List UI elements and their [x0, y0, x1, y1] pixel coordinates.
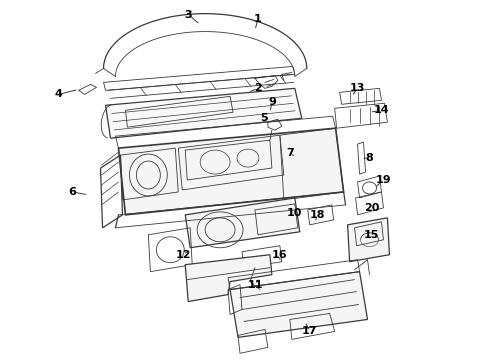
- Polygon shape: [230, 272, 368, 337]
- Text: 1: 1: [254, 14, 262, 24]
- Text: 4: 4: [55, 89, 63, 99]
- Text: 7: 7: [286, 148, 294, 158]
- Text: 6: 6: [69, 187, 76, 197]
- Text: 14: 14: [374, 105, 389, 115]
- Polygon shape: [347, 218, 390, 262]
- Text: 9: 9: [268, 97, 276, 107]
- Polygon shape: [105, 88, 302, 138]
- Text: 12: 12: [175, 250, 191, 260]
- Text: 2: 2: [254, 84, 262, 93]
- Text: 11: 11: [247, 280, 263, 289]
- Text: 16: 16: [272, 250, 288, 260]
- Polygon shape: [185, 255, 272, 302]
- Text: 8: 8: [366, 153, 373, 163]
- Polygon shape: [119, 128, 343, 215]
- Text: 17: 17: [302, 327, 318, 336]
- Text: 13: 13: [350, 84, 365, 93]
- Text: 5: 5: [260, 113, 268, 123]
- Text: 19: 19: [376, 175, 392, 185]
- Polygon shape: [185, 198, 300, 248]
- Text: 3: 3: [184, 10, 192, 20]
- Text: 20: 20: [364, 203, 379, 213]
- Text: 15: 15: [364, 230, 379, 240]
- Text: 18: 18: [310, 210, 325, 220]
- Text: 10: 10: [287, 208, 302, 218]
